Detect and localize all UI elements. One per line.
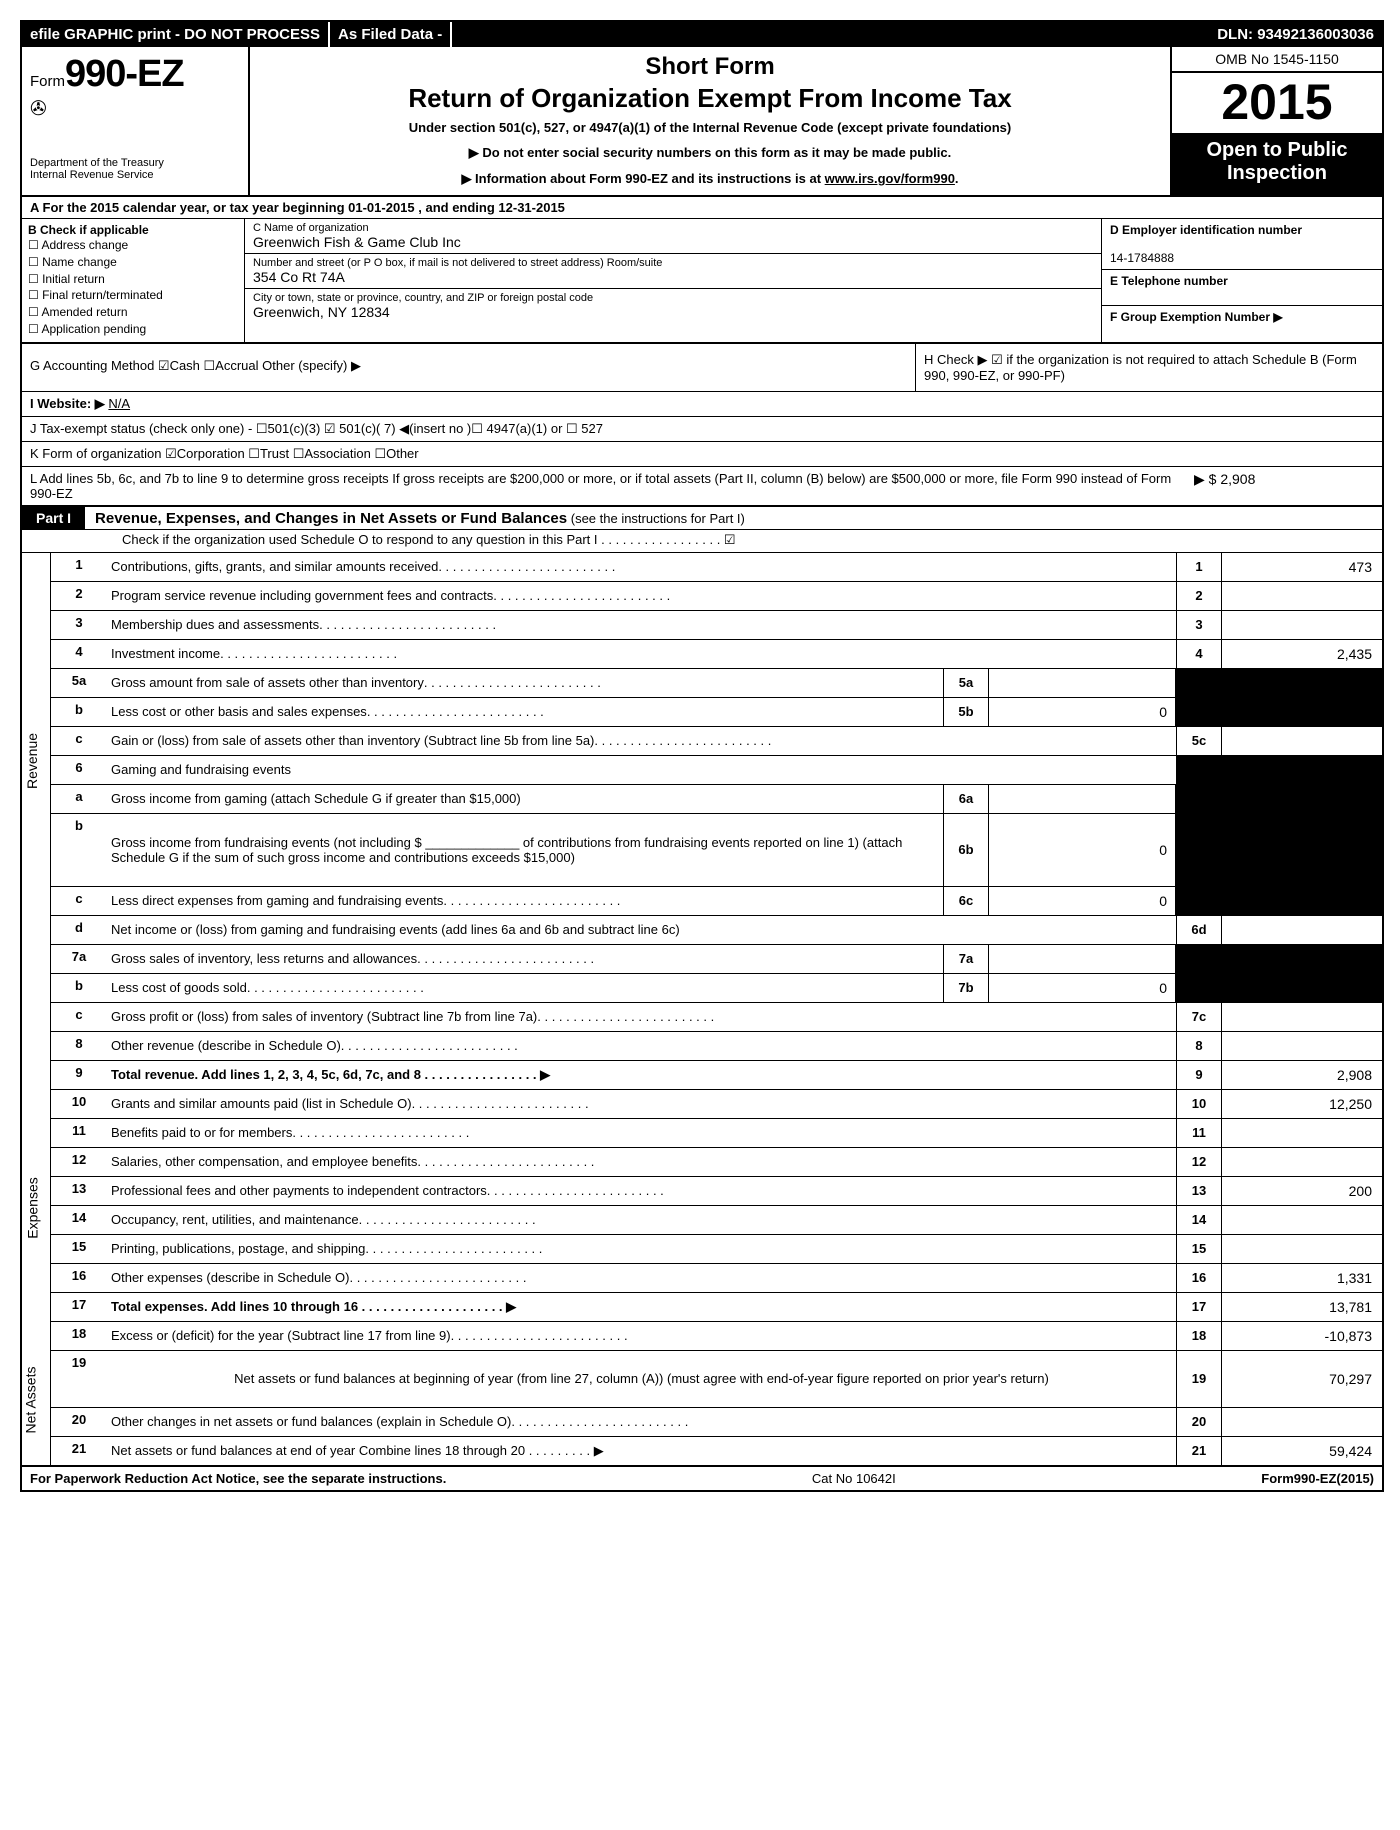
line-7b: b Less cost of goods sold 7b 0 — [51, 974, 1382, 1003]
telephone-block: E Telephone number — [1102, 270, 1382, 306]
col-def: D Employer identification number 14-1784… — [1101, 219, 1382, 342]
line-10: 10 Grants and similar amounts paid (list… — [51, 1090, 1382, 1119]
line-5a: 5a Gross amount from sale of assets othe… — [51, 669, 1382, 698]
expenses-label: Expenses — [22, 1090, 51, 1322]
catalog-number: Cat No 10642I — [446, 1471, 1261, 1486]
line-14: 14 Occupancy, rent, utilities, and maint… — [51, 1206, 1382, 1235]
net-assets-section: Net Assets 18 Excess or (deficit) for th… — [22, 1322, 1382, 1467]
form-header: Form990-EZ ✇ Department of the Treasury … — [22, 47, 1382, 197]
omb-number: OMB No 1545-1150 — [1172, 47, 1382, 73]
treasury-dept: Department of the Treasury Internal Reve… — [30, 157, 240, 181]
chk-application-pending[interactable]: Application pending — [28, 321, 238, 338]
revenue-label: Revenue — [22, 553, 51, 1090]
accounting-method: G Accounting Method ☑Cash ☐Accrual Other… — [22, 344, 915, 391]
row-j-tax-status: J Tax-exempt status (check only one) - ☐… — [22, 417, 1382, 442]
line-5c: c Gain or (loss) from sale of assets oth… — [51, 727, 1382, 756]
chk-amended-return[interactable]: Amended return — [28, 304, 238, 321]
form-title: Return of Organization Exempt From Incom… — [260, 83, 1160, 114]
chk-name-change[interactable]: Name change — [28, 254, 238, 271]
line-18: 18 Excess or (deficit) for the year (Sub… — [51, 1322, 1382, 1351]
col-c-org-info: C Name of organization Greenwich Fish & … — [245, 219, 1101, 342]
row-a-tax-year: A For the 2015 calendar year, or tax yea… — [22, 197, 1382, 219]
line-12: 12 Salaries, other compensation, and emp… — [51, 1148, 1382, 1177]
instruction-1: ▶ Do not enter social security numbers o… — [260, 145, 1160, 161]
gross-receipts-amount: ▶ $ 2,908 — [1186, 467, 1382, 505]
row-gh: G Accounting Method ☑Cash ☐Accrual Other… — [22, 344, 1382, 392]
line-6d: d Net income or (loss) from gaming and f… — [51, 916, 1382, 945]
efile-notice: efile GRAPHIC print - DO NOT PROCESS — [22, 22, 330, 47]
line-21: 21 Net assets or fund balances at end of… — [51, 1437, 1382, 1465]
line-6: 6 Gaming and fundraising events — [51, 756, 1382, 785]
line-1: 1 Contributions, gifts, grants, and simi… — [51, 553, 1382, 582]
chk-final-return[interactable]: Final return/terminated — [28, 287, 238, 304]
row-l-gross-receipts: L Add lines 5b, 6c, and 7b to line 9 to … — [22, 467, 1382, 507]
line-6c: c Less direct expenses from gaming and f… — [51, 887, 1382, 916]
line-17: 17 Total expenses. Add lines 10 through … — [51, 1293, 1382, 1322]
org-name-block: C Name of organization Greenwich Fish & … — [245, 219, 1101, 254]
chk-initial-return[interactable]: Initial return — [28, 271, 238, 288]
short-form-label: Short Form — [260, 53, 1160, 81]
col-b-checkboxes: B Check if applicable Address change Nam… — [22, 219, 245, 342]
net-assets-label: Net Assets — [22, 1322, 51, 1465]
line-9: 9 Total revenue. Add lines 1, 2, 3, 4, 5… — [51, 1061, 1382, 1090]
chk-address-change[interactable]: Address change — [28, 237, 238, 254]
line-15: 15 Printing, publications, postage, and … — [51, 1235, 1382, 1264]
instruction-2: ▶ Information about Form 990-EZ and its … — [260, 171, 1160, 187]
line-6b: b Gross income from fundraising events (… — [51, 814, 1382, 887]
header-left: Form990-EZ ✇ Department of the Treasury … — [22, 47, 250, 195]
expenses-section: Expenses 10 Grants and similar amounts p… — [22, 1090, 1382, 1322]
schedule-b-check: H Check ▶ ☑ if the organization is not r… — [915, 344, 1382, 391]
top-bar: efile GRAPHIC print - DO NOT PROCESS As … — [22, 22, 1382, 47]
header-title-block: Short Form Return of Organization Exempt… — [250, 47, 1170, 195]
line-6a: a Gross income from gaming (attach Sched… — [51, 785, 1382, 814]
form-id-footer: Form990-EZ(2015) — [1261, 1471, 1374, 1486]
line-7c: c Gross profit or (loss) from sales of i… — [51, 1003, 1382, 1032]
group-exemption-block: F Group Exemption Number ▶ — [1102, 306, 1382, 341]
tax-year: 2015 — [1172, 73, 1382, 127]
revenue-section: Revenue 1 Contributions, gifts, grants, … — [22, 553, 1382, 1090]
form-subtitle: Under section 501(c), 527, or 4947(a)(1)… — [260, 120, 1160, 135]
line-20: 20 Other changes in net assets or fund b… — [51, 1408, 1382, 1437]
line-11: 11 Benefits paid to or for members 11 — [51, 1119, 1382, 1148]
line-4: 4 Investment income 4 2,435 — [51, 640, 1382, 669]
org-city-block: City or town, state or province, country… — [245, 289, 1101, 323]
part-i-schedule-o-check: Check if the organization used Schedule … — [22, 530, 1382, 553]
form-page: efile GRAPHIC print - DO NOT PROCESS As … — [20, 20, 1384, 1492]
section-bcdef: B Check if applicable Address change Nam… — [22, 219, 1382, 344]
part-i-header: Part I Revenue, Expenses, and Changes in… — [22, 507, 1382, 530]
org-street-block: Number and street (or P O box, if mail i… — [245, 254, 1101, 289]
line-3: 3 Membership dues and assessments 3 — [51, 611, 1382, 640]
row-k-org-form: K Form of organization ☑Corporation ☐Tru… — [22, 442, 1382, 467]
line-13: 13 Professional fees and other payments … — [51, 1177, 1382, 1206]
page-footer: For Paperwork Reduction Act Notice, see … — [22, 1467, 1382, 1490]
line-7a: 7a Gross sales of inventory, less return… — [51, 945, 1382, 974]
dln: DLN: 93492136003036 — [1209, 22, 1382, 47]
paperwork-notice: For Paperwork Reduction Act Notice, see … — [30, 1471, 446, 1486]
line-2: 2 Program service revenue including gove… — [51, 582, 1382, 611]
as-filed: As Filed Data - — [330, 22, 452, 47]
ein-block: D Employer identification number 14-1784… — [1102, 219, 1382, 270]
line-19: 19 Net assets or fund balances at beginn… — [51, 1351, 1382, 1408]
header-right: OMB No 1545-1150 2015 Open to Public Ins… — [1170, 47, 1382, 195]
line-16: 16 Other expenses (describe in Schedule … — [51, 1264, 1382, 1293]
row-i-website: I Website: ▶ N/A — [22, 392, 1382, 417]
open-to-public: Open to Public Inspection — [1172, 133, 1382, 195]
form-number: Form990-EZ — [30, 53, 240, 96]
line-8: 8 Other revenue (describe in Schedule O)… — [51, 1032, 1382, 1061]
line-5b: b Less cost or other basis and sales exp… — [51, 698, 1382, 727]
